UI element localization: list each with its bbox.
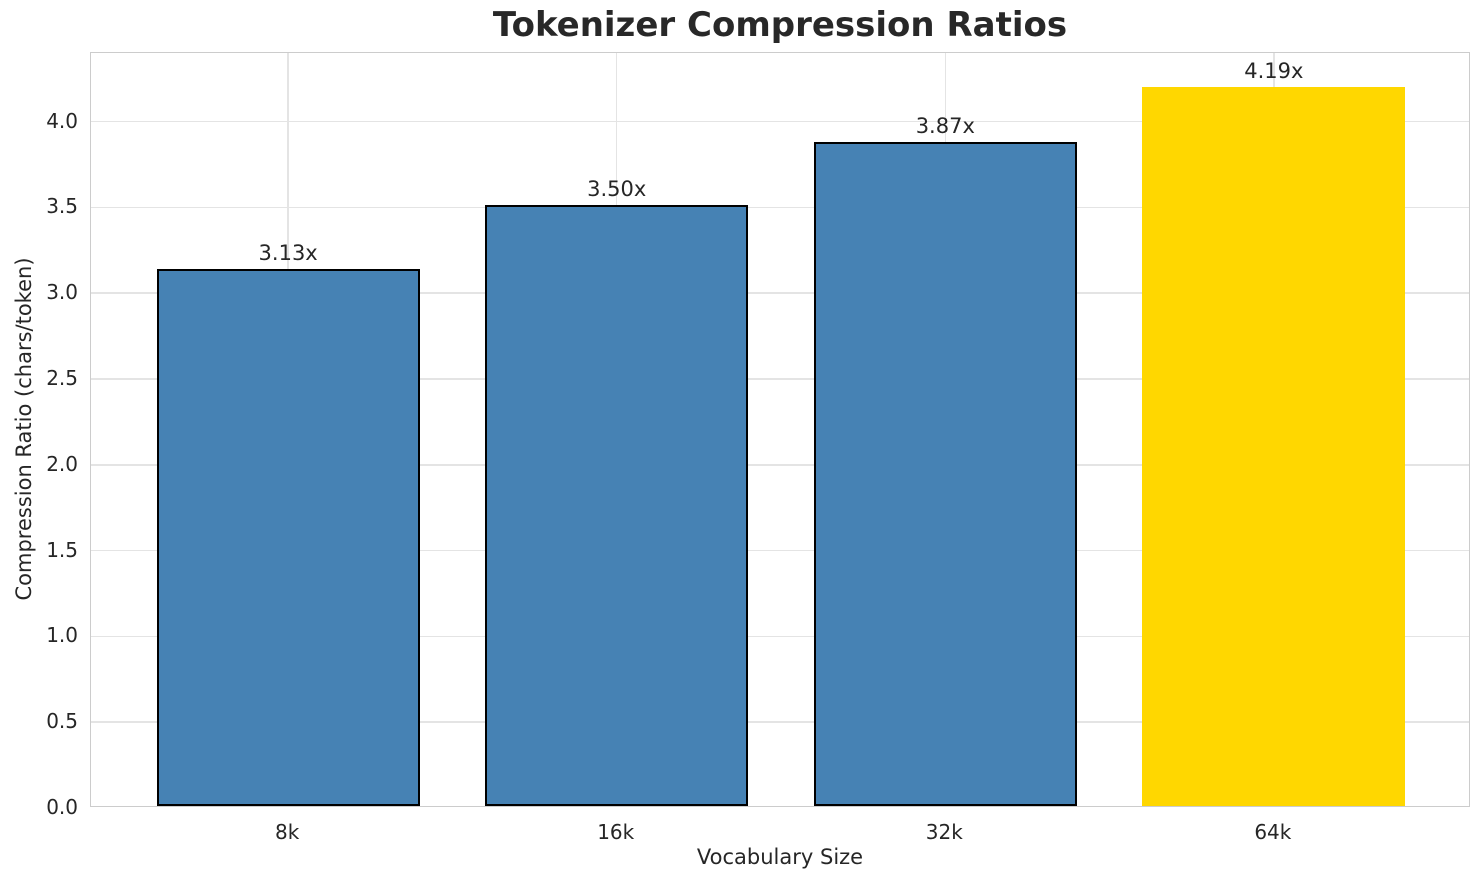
bar-32k (813, 141, 1077, 806)
y-tick-label: 3.5 (46, 194, 78, 219)
gridline-horizontal (91, 635, 1469, 638)
y-tick-label: 1.5 (46, 537, 78, 562)
y-tick-label: 3.0 (46, 280, 78, 305)
y-tick-label: 2.0 (46, 451, 78, 476)
bar-16k (485, 205, 749, 806)
gridline-horizontal (91, 721, 1469, 723)
gridline-horizontal (91, 378, 1469, 380)
bar-8k (156, 268, 420, 806)
gridline-horizontal (91, 549, 1469, 552)
gridline-horizontal (91, 292, 1469, 294)
y-tick-label: 0.0 (46, 795, 78, 819)
x-tick-label-8k: 8k (274, 820, 300, 844)
x-tick-label-16k: 16k (597, 820, 635, 844)
y-tick-label: 1.0 (46, 623, 78, 648)
plot-area: 3.13x 3.50x 3.87x 4.19x (90, 52, 1470, 807)
x-axis-label: Vocabulary Size (696, 845, 864, 869)
y-tick-label: 4.0 (46, 108, 78, 133)
bar-64k (1142, 87, 1406, 806)
bar-value-label-32k: 3.87x (915, 113, 975, 138)
gridline-horizontal (91, 120, 1469, 123)
y-tick-label: 0.5 (46, 709, 78, 734)
gridline-horizontal (91, 206, 1469, 209)
bar-value-label-64k: 4.19x (1244, 59, 1304, 84)
bar-value-label-16k: 3.50x (587, 177, 647, 202)
y-tick-label: 2.5 (46, 366, 78, 391)
bar-value-label-8k: 3.13x (258, 240, 318, 265)
x-tick-label-64k: 64k (1254, 820, 1292, 844)
chart-title: Tokenizer Compression Ratios (492, 5, 1068, 45)
x-tick-label-32k: 32k (925, 820, 963, 844)
gridline-horizontal (91, 464, 1469, 466)
